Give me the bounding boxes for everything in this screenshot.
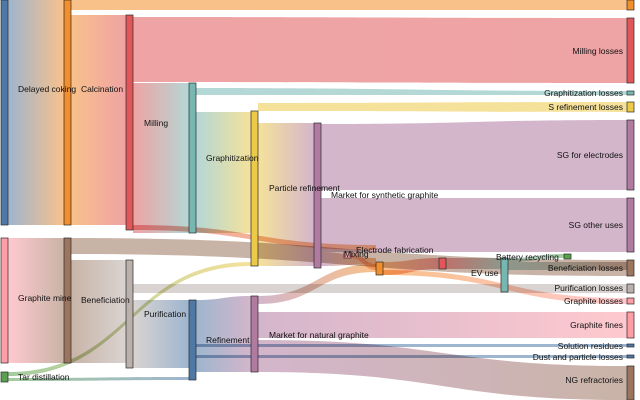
label-market_syn: Market for synthetic graphite: [331, 190, 439, 200]
node-market_nat: [250, 295, 259, 373]
link-tar_distillation-to-refinement: [8, 377, 189, 381]
node-mixing: [343, 251, 352, 259]
node-solution_residues: [626, 343, 635, 348]
node-beneficiation_losses: [626, 259, 635, 277]
label-graphite_mine: Graphite mine: [18, 293, 72, 303]
label-graphite_fines: Graphite fines: [570, 320, 623, 330]
node-sg_for_electrodes: [626, 119, 635, 191]
link-milling-to-graphitization: [133, 83, 189, 233]
label-sg_for_electrodes: SG for electrodes: [557, 150, 623, 160]
label-delayed_coking: Delayed coking: [18, 84, 76, 94]
node-battery_recycling: [563, 253, 572, 260]
sankey-labels: Delayed coking Graphite mine Tar distillat…: [18, 46, 623, 385]
node-purification: [125, 259, 134, 369]
label-milling: Milling: [144, 118, 168, 128]
node-milling: [125, 14, 134, 231]
label-graphite_losses: Graphite losses: [564, 296, 623, 306]
link-market_nat-to-electrode_fab: [258, 264, 376, 304]
node-beneficiation: [63, 237, 72, 364]
link-market_nat-to-ng_refractories: [258, 340, 627, 400]
node-tar_distillation: [0, 371, 9, 383]
link-calcination-to-milling: [71, 15, 126, 225]
node-delayed_coking: [0, 0, 9, 226]
link-particle_refinement-to-market_syn: [258, 123, 314, 266]
node-milling_losses: [626, 17, 635, 84]
label-milling_losses: Milling losses: [572, 46, 623, 56]
label-beneficiation: Beneficiation: [81, 295, 130, 305]
label-ev_use: EV use: [471, 268, 499, 278]
label-graphitization_losses: Graphitization losses: [544, 88, 623, 98]
node-ev_assembly: [438, 257, 447, 270]
link-market_nat-to-graphite_fines: [258, 312, 627, 338]
node-sg_other_uses: [626, 197, 635, 253]
node-particle_refinement: [250, 110, 259, 267]
label-dust_particle_losses: Dust and particle losses: [533, 352, 623, 362]
sankey-links: [8, 0, 627, 400]
node-s_refinement_losses: [626, 101, 635, 113]
label-s_refinement_losses: S refinement losses: [548, 102, 623, 112]
link-particle_refinement-to-s_refinement_losses: [258, 102, 627, 112]
node-ev_use: [500, 257, 509, 293]
link-market_syn-to-sg_other_uses: [321, 198, 627, 252]
link-delayed_coking-to-calcination: [8, 0, 64, 225]
label-refinement: Refinement: [206, 335, 250, 345]
label-particle_refinement: Particle refinement: [269, 183, 341, 193]
node-purification_losses: [626, 283, 635, 294]
label-calcination: Calcination: [81, 84, 123, 94]
label-purification_losses: Purification losses: [554, 283, 623, 293]
label-tar_distillation: Tar distillation: [18, 372, 70, 382]
node-refinement: [188, 299, 197, 381]
label-solution_residues: Solution residues: [558, 341, 623, 351]
label-battery_recycling: Battery recycling: [496, 252, 559, 262]
link-beneficiation-to-purification: [71, 260, 126, 363]
node-ng_refractories: [626, 365, 635, 400]
label-mixing: Mixing: [344, 249, 369, 259]
label-purification: Purification: [144, 309, 186, 319]
label-electrode_fab: Electrode fabrication: [356, 245, 434, 255]
label-beneficiation_losses: Beneficiation losses: [548, 263, 623, 273]
node-graphite_losses: [626, 297, 635, 305]
node-calcination: [63, 0, 72, 226]
node-graphite_mine: [0, 237, 9, 364]
label-market_nat: Market for natural graphite: [269, 330, 369, 340]
link-milling-to-milling_losses: [133, 17, 627, 83]
node-market_syn: [313, 122, 322, 269]
link-ev_assembly-to-ev_use: [446, 258, 501, 269]
link-purification-to-purification_losses: [133, 284, 627, 293]
link-purification-to-refinement: [133, 300, 189, 368]
label-graphitization: Graphitization: [206, 153, 259, 163]
link-refinement-to-market_nat: [196, 296, 251, 372]
link-graphitization-to-particle_refinement: [196, 112, 251, 233]
link-graphite_mine-to-beneficiation: [8, 238, 64, 363]
node-top_right_output: [626, 0, 635, 11]
node-graphitization_losses: [626, 90, 635, 96]
link-calcination-to-top_right_output: [71, 0, 627, 10]
node-graphitization: [188, 82, 197, 234]
link-graphitization-to-graphitization_losses: [196, 88, 627, 95]
node-graphite_fines: [626, 311, 635, 339]
link-ev_use-to-beneficiation_losses: [508, 262, 627, 270]
link-ev_use-to-battery_recycling: [508, 254, 564, 262]
node-electrode_fab: [375, 261, 384, 276]
node-dust_particle_losses: [626, 354, 635, 359]
link-mixing-to-electrode_fab: [351, 252, 376, 270]
label-sg_other_uses: SG other uses: [569, 220, 623, 230]
label-ng_refractories: NG refractories: [565, 375, 623, 385]
link-market_syn-to-sg_for_electrodes: [321, 120, 627, 190]
